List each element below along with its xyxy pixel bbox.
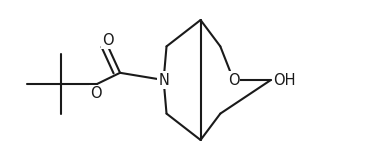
Text: OH: OH: [273, 72, 295, 88]
Text: O: O: [228, 72, 239, 88]
Text: O: O: [102, 33, 114, 48]
Text: O: O: [90, 86, 102, 101]
Text: N: N: [158, 72, 169, 88]
